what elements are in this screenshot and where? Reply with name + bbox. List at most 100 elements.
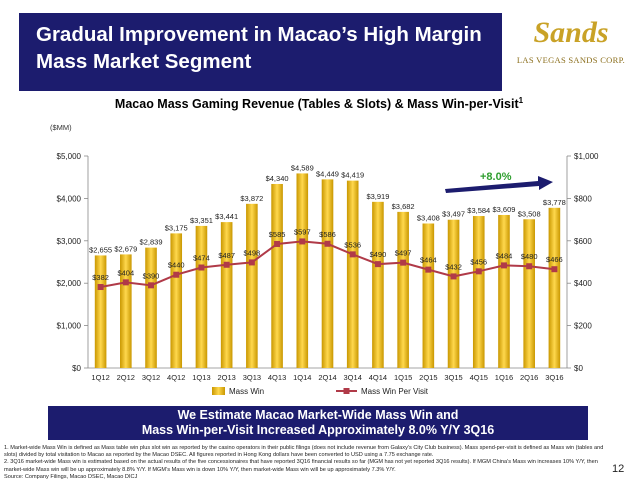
legend-marker-mass-win-per-visit [343, 388, 350, 394]
title-banner: Gradual Improvement in Macao’s High Marg… [19, 13, 502, 91]
line-value-label: $382 [92, 273, 109, 282]
line-value-label: $586 [319, 230, 336, 239]
line-value-label: $498 [244, 248, 261, 257]
bar-value-label: $3,508 [518, 209, 541, 218]
line-point-marker [475, 268, 482, 275]
bar-mass-win [271, 183, 283, 368]
line-point-marker [425, 266, 432, 273]
bar-mass-win [397, 211, 409, 368]
x-tick-label: 3Q13 [243, 373, 261, 382]
sands-logo: Sands LAS VEGAS SANDS CORP. [512, 16, 630, 70]
line-point-marker [122, 279, 129, 286]
x-tick-label: 1Q13 [192, 373, 210, 382]
right-tick-label: $400 [574, 279, 592, 288]
x-tick-label: 3Q15 [444, 373, 462, 382]
bar-mass-win [220, 222, 233, 368]
line-value-label: $487 [218, 251, 235, 260]
left-tick-label: $4,000 [57, 194, 82, 203]
line-value-label: $440 [168, 261, 185, 270]
line-point-marker [198, 264, 205, 271]
line-point-marker [500, 262, 507, 269]
line-value-label: $490 [370, 250, 387, 259]
bar-value-label: $4,589 [291, 163, 314, 172]
conclusion-banner: We Estimate Macao Market-Wide Mass Win a… [48, 406, 588, 440]
line-value-label: $390 [143, 271, 160, 280]
line-value-label: $585 [269, 230, 286, 239]
x-tick-label: 3Q14 [344, 373, 362, 382]
line-value-label: $597 [294, 227, 311, 236]
line-point-marker [299, 238, 306, 245]
bar-mass-win [422, 223, 435, 368]
line-point-marker [400, 259, 407, 266]
x-tick-label: 1Q16 [495, 373, 513, 382]
line-value-label: $536 [344, 240, 361, 249]
footnote-1: 1. Market-wide Mass Win is defined as Ma… [4, 445, 604, 459]
line-value-label: $466 [546, 255, 563, 264]
bar-value-label: $4,340 [266, 174, 289, 183]
bar-mass-win [548, 207, 561, 368]
x-tick-label: 1Q14 [293, 373, 311, 382]
left-tick-label: $5,000 [57, 152, 82, 161]
x-tick-label: 1Q15 [394, 373, 412, 382]
left-tick-label: $1,000 [57, 322, 82, 331]
line-point-marker [173, 271, 180, 278]
bar-value-label: $2,679 [114, 244, 137, 253]
x-tick-label: 2Q16 [520, 373, 538, 382]
line-value-label: $464 [420, 256, 437, 265]
logo-subtitle: LAS VEGAS SANDS CORP. [516, 55, 626, 65]
x-tick-label: 2Q14 [318, 373, 336, 382]
legend-label-mass-win: Mass Win [229, 387, 264, 396]
left-tick-label: $2,000 [57, 279, 82, 288]
line-point-marker [97, 284, 104, 291]
conclusion-text: We Estimate Macao Market-Wide Mass Win a… [141, 408, 495, 437]
footnotes: 1. Market-wide Mass Win is defined as Ma… [4, 445, 604, 481]
bar-value-label: $3,584 [467, 206, 490, 215]
right-tick-label: $800 [574, 194, 592, 203]
line-value-label: $432 [445, 262, 462, 271]
growth-arrow [445, 176, 553, 193]
footnote-2: 2. 3Q16 market-wide Mass win is estimate… [4, 459, 598, 473]
legend-swatch-mass-win [212, 387, 225, 395]
line-value-label: $456 [470, 257, 487, 266]
page-number: 12 [612, 463, 625, 475]
left-tick-label: $0 [72, 364, 81, 373]
left-tick-label: $3,000 [57, 237, 82, 246]
bar-value-label: $3,919 [366, 192, 389, 201]
bar-mass-win [296, 173, 309, 368]
x-tick-label: 4Q12 [167, 373, 185, 382]
bar-value-label: $3,872 [240, 194, 263, 203]
bar-mass-win [447, 219, 460, 368]
bar-value-label: $4,449 [316, 169, 339, 178]
logo-wordmark: Sands [533, 16, 609, 49]
x-tick-label: 2Q12 [117, 373, 135, 382]
bar-value-label: $3,441 [215, 212, 238, 221]
bar-mass-win [523, 219, 535, 368]
line-point-marker [526, 263, 533, 270]
x-tick-label: 4Q14 [369, 373, 387, 382]
bar-mass-win [170, 233, 183, 368]
bar-mass-win [145, 247, 157, 368]
line-point-marker [349, 251, 356, 258]
bar-value-label: $2,839 [140, 238, 163, 247]
slide-title: Gradual Improvement in Macao’s High Marg… [36, 23, 482, 73]
x-tick-label: 3Q16 [545, 373, 563, 382]
right-tick-label: $1,000 [574, 152, 599, 161]
chart-title: Macao Mass Gaming Revenue (Tables & Slot… [0, 96, 638, 111]
line-value-label: $497 [395, 249, 412, 258]
bar-mass-win [246, 203, 258, 368]
line-point-marker [248, 259, 255, 266]
line-point-marker [374, 261, 381, 268]
legend-label-mass-win-per-visit: Mass Win Per Visit [361, 387, 429, 396]
bar-mass-win [120, 254, 132, 368]
chart-title-footnote-marker: 1 [518, 96, 524, 105]
line-value-label: $404 [117, 268, 134, 277]
bar-mass-win [472, 216, 485, 368]
line-point-marker [223, 261, 230, 268]
line-point-marker [274, 240, 281, 247]
bar-value-label: $3,497 [442, 210, 465, 219]
bar-value-label: $3,351 [190, 216, 213, 225]
right-tick-label: $200 [574, 322, 592, 331]
bar-value-label: $3,609 [492, 205, 515, 214]
x-tick-label: 2Q15 [419, 373, 437, 382]
x-tick-label: 4Q13 [268, 373, 286, 382]
